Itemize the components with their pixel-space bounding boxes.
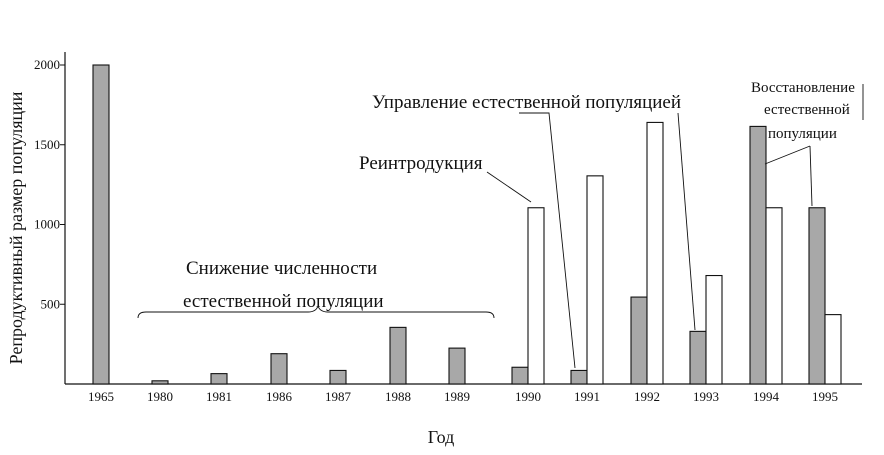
management-leader-right [677,112,696,331]
x-tick-label: 1991 [574,389,600,404]
annotation-lines [137,84,864,369]
y-ticks: 500 1000 1500 2000 [34,57,65,311]
reintroduction-label: Реинтродукция [359,153,483,174]
y-tick-label: 1500 [34,137,60,152]
decline-label-line2: естественной популяции [183,291,384,312]
reintroduction-leader [486,171,532,203]
bar-shaded [329,369,347,385]
bar-shaded [808,207,826,385]
y-tick-label: 500 [41,296,61,311]
recovery-label-line2: естественной [764,102,850,118]
x-tick-label: 1965 [88,389,114,404]
bar-shaded [270,353,288,385]
y-tick-label: 1000 [34,217,60,232]
bar-shaded [448,347,466,385]
management-label: Управление естественной популяцией [372,92,681,113]
x-tick-label: 1993 [693,389,719,404]
x-tick-label: 1992 [634,389,660,404]
x-tick-label: 1989 [444,389,470,404]
bar-open [765,207,783,385]
x-tick-label: 1990 [515,389,541,404]
recovery-leader-left [764,145,811,165]
x-ticks: 1965 1980 1981 1986 1987 1988 1989 1990 1991 1992… [88,389,838,404]
x-tick-label: 1980 [147,389,173,404]
bar-shaded [689,330,707,385]
y-tick-label: 2000 [34,57,60,72]
annotations: Снижение численности естественной популя… [183,80,855,312]
management-leader-left [519,112,576,369]
bar-shaded [511,366,529,385]
y-axis-title: Репродуктивный размер популяции [6,91,26,364]
x-tick-label: 1981 [206,389,232,404]
bar-open [824,314,842,385]
x-tick-label: 1995 [812,389,838,404]
bar-open [527,207,545,385]
bar-shaded [570,369,588,385]
bar-open [586,175,604,385]
bars [92,64,842,385]
x-axis-title: Год [428,427,454,447]
x-tick-label: 1988 [385,389,411,404]
decline-label-line1: Снижение численности [186,258,377,279]
bar-open [705,274,723,385]
decline-brace [137,304,495,319]
x-tick-label: 1987 [325,389,352,404]
bar-open [646,121,664,385]
recovery-leader-right [809,145,813,207]
x-tick-label: 1994 [753,389,780,404]
bar-shaded [151,380,169,385]
recovery-label-line3: популяции [768,126,837,142]
bar-shaded [630,296,648,385]
bar-shaded [749,125,767,385]
recovery-label-line1: Восстановление [751,80,855,96]
bar-shaded [210,373,228,385]
bar-shaded [389,326,407,385]
bar-shaded [92,64,110,385]
x-tick-label: 1986 [266,389,293,404]
